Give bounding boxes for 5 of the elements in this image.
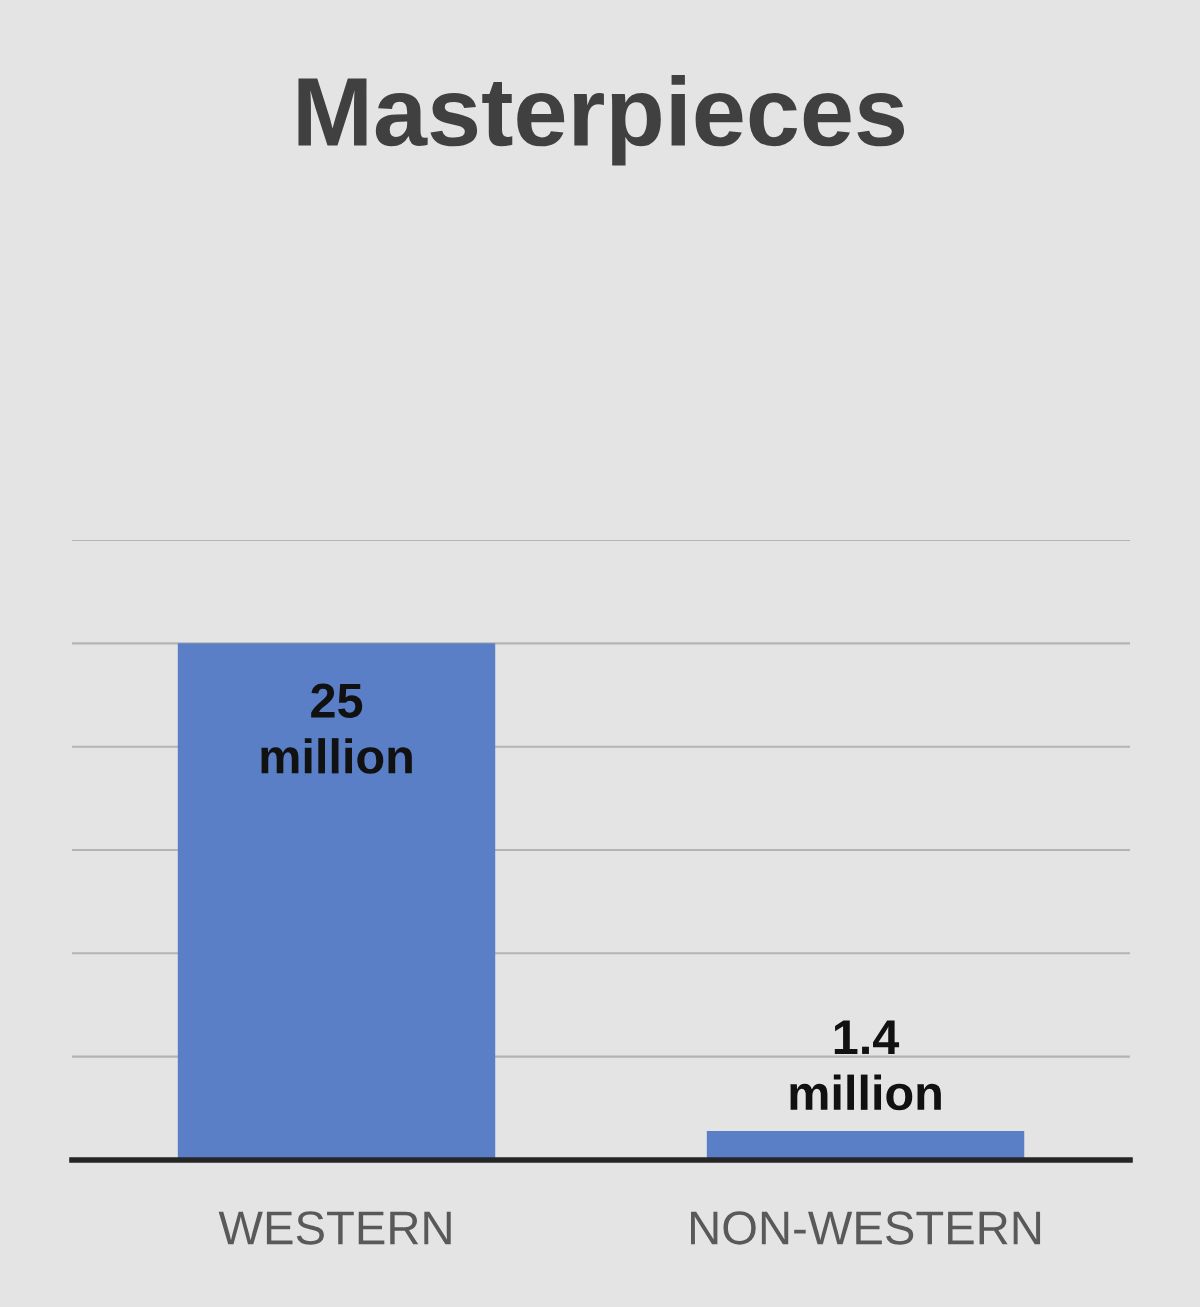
data-label: 25 million — [261, 683, 412, 774]
x-tick-label: WESTERN — [218, 1211, 451, 1245]
chart-title: Masterpieces — [298, 74, 905, 166]
data-label: 1.4 million — [790, 1020, 941, 1111]
x-tick-label: NON-WESTERN — [691, 1211, 1041, 1245]
